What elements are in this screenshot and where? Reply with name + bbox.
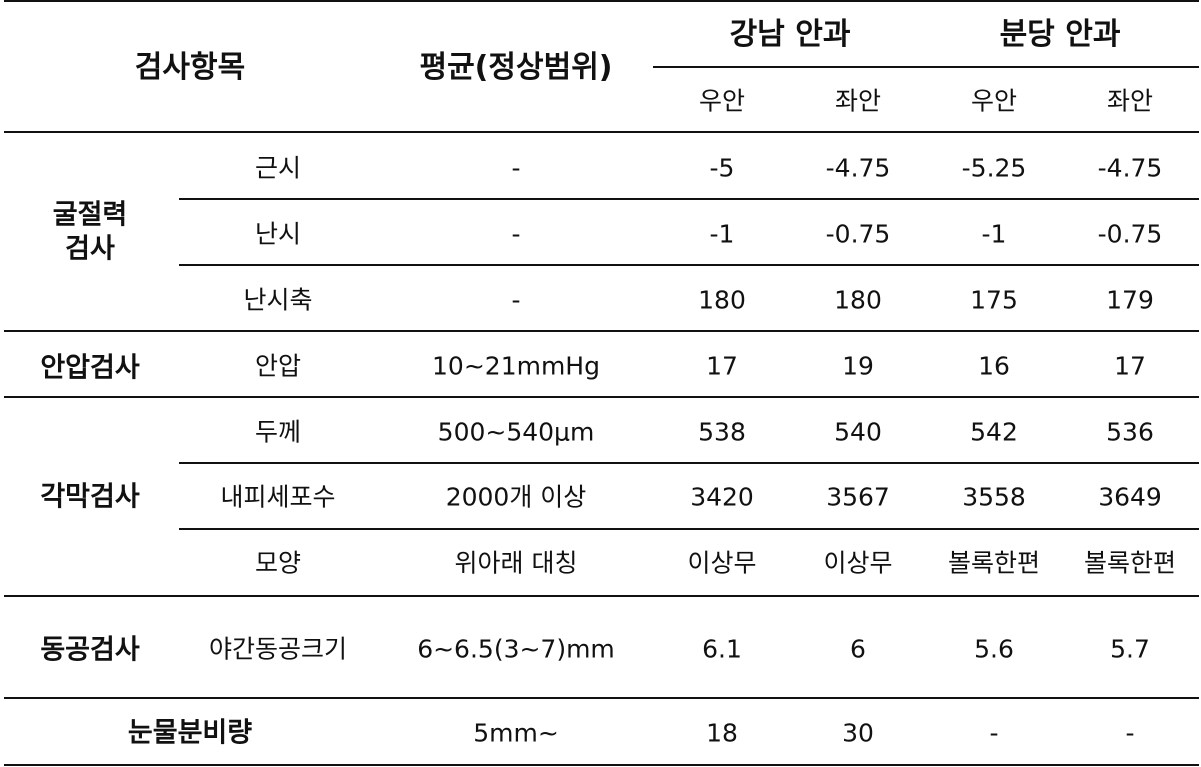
group-refraction-line1: 굴절력 <box>52 199 128 231</box>
cell-gangnam-right: 17 <box>706 351 738 381</box>
group-rule <box>4 330 1199 332</box>
cell-bundang-left: -0.75 <box>1097 219 1163 249</box>
cell-average: 2000개 이상 <box>445 482 587 512</box>
cell-gangnam-left: 180 <box>834 285 882 315</box>
cell-gangnam-right: -1 <box>709 219 735 249</box>
cell-bundang-right: 3558 <box>962 482 1026 512</box>
group-pupil: 동공검사 <box>40 634 140 666</box>
cell-gangnam-left: 6 <box>850 634 866 664</box>
cell-bundang-right: 175 <box>970 285 1018 315</box>
cell-average: 500~540μm <box>437 417 595 447</box>
cell-item: 근시 <box>254 153 302 183</box>
cell-bundang-left: 볼록한편 <box>1083 548 1177 578</box>
cell-gangnam-left: 3567 <box>826 482 890 512</box>
group-rule <box>4 595 1199 597</box>
cell-item: 안압 <box>254 351 302 381</box>
cell-gangnam-right: 538 <box>698 417 746 447</box>
group-iop: 안압검사 <box>40 352 140 384</box>
group-rule <box>4 396 1199 398</box>
cell-item: 내피세포수 <box>220 482 336 512</box>
cell-bundang-right: 542 <box>970 417 1018 447</box>
cell-bundang-left: - <box>1125 718 1135 748</box>
cell-average: 10~21mmHg <box>432 351 600 381</box>
cell-gangnam-right: 3420 <box>690 482 754 512</box>
header-bundang: 분당 안과 <box>999 17 1121 52</box>
cell-average: 6~6.5(3~7)mm <box>417 634 615 664</box>
cell-item: 두께 <box>254 417 302 447</box>
group-refraction-line2: 검사 <box>65 233 115 264</box>
cell-bundang-left: 179 <box>1106 285 1154 315</box>
cell-bundang-left: 17 <box>1114 351 1146 381</box>
cell-item: 난시 <box>254 219 302 249</box>
header-bundang-left: 좌안 <box>1106 86 1154 116</box>
header-item: 검사항목 <box>134 50 246 85</box>
header-average: 평균(정상범위) <box>419 50 613 85</box>
cell-bundang-right: -1 <box>981 219 1007 249</box>
cell-average: - <box>511 219 521 249</box>
cell-item: 모양 <box>254 548 302 578</box>
cell-average: 위아래 대칭 <box>454 548 578 578</box>
table-top-rule <box>4 0 1199 2</box>
cell-bundang-right: 16 <box>978 351 1010 381</box>
row-rule <box>179 462 1199 464</box>
cell-average: 5mm~ <box>473 718 559 748</box>
header-bundang-right: 우안 <box>970 86 1018 116</box>
cell-average: - <box>511 153 521 183</box>
cell-bundang-right: 볼록한편 <box>947 548 1041 578</box>
group-rule <box>4 697 1199 699</box>
cell-gangnam-left: -4.75 <box>825 153 891 183</box>
cell-gangnam-right: 이상무 <box>687 548 757 578</box>
cell-gangnam-left: 30 <box>842 718 874 748</box>
cell-bundang-left: 5.7 <box>1110 634 1150 664</box>
cell-bundang-left: -4.75 <box>1097 153 1163 183</box>
table-bottom-rule <box>4 764 1199 766</box>
cell-bundang-right: 5.6 <box>974 634 1014 664</box>
cell-gangnam-right: 6.1 <box>702 634 742 664</box>
cell-item: 야간동공크기 <box>208 634 348 664</box>
cell-gangnam-left: 이상무 <box>823 548 893 578</box>
group-cornea: 각막검사 <box>40 481 140 513</box>
header-gangnam-right: 우안 <box>698 86 746 116</box>
header-gangnam: 강남 안과 <box>729 17 851 52</box>
cell-bundang-left: 536 <box>1106 417 1154 447</box>
cell-gangnam-right: -5 <box>709 153 735 183</box>
cell-gangnam-left: -0.75 <box>825 219 891 249</box>
group-tear: 눈물분비량 <box>127 717 253 749</box>
row-rule <box>179 264 1199 266</box>
cell-gangnam-right: 18 <box>706 718 738 748</box>
row-rule <box>179 528 1199 530</box>
header-bottom-rule <box>4 131 1199 133</box>
header-gangnam-left: 좌안 <box>834 86 882 116</box>
cell-bundang-left: 3649 <box>1098 482 1162 512</box>
hospital-header-rule <box>653 66 1199 68</box>
cell-bundang-right: - <box>989 718 999 748</box>
cell-gangnam-right: 180 <box>698 285 746 315</box>
cell-bundang-right: -5.25 <box>961 153 1027 183</box>
cell-item: 난시축 <box>243 285 313 315</box>
row-rule <box>179 198 1199 200</box>
cell-average: - <box>511 285 521 315</box>
cell-gangnam-left: 540 <box>834 417 882 447</box>
group-refraction: 굴절력 검사 <box>53 198 128 266</box>
cell-gangnam-left: 19 <box>842 351 874 381</box>
